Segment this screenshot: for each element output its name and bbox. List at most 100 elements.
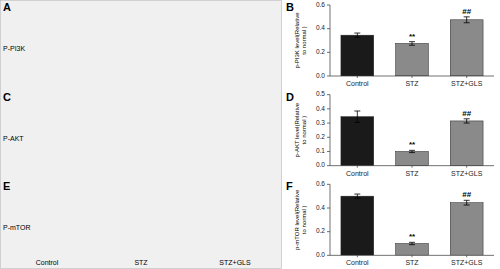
error-stem (357, 194, 358, 198)
error-bar (464, 119, 470, 123)
error-stem (466, 119, 467, 123)
bar (396, 151, 429, 165)
x-tick (412, 76, 413, 78)
y-axis-label: p-AKT level(Relativeto normal ) (294, 102, 307, 157)
y-tick (327, 52, 330, 53)
y-axis-label-line: p-mTOR level(Relative (294, 189, 300, 250)
sig-label: ## (462, 7, 471, 16)
y-tick (327, 151, 330, 152)
image-label: Control (36, 259, 59, 266)
image-area (1, 1, 282, 269)
error-bar (354, 33, 360, 37)
error-cap (354, 110, 360, 111)
bar-panel: EP-mTORF0.00.20.40.6p-mTOR level(Relativ… (3, 180, 494, 266)
sig-label: ** (409, 32, 416, 41)
image-label: STZ (134, 259, 148, 266)
sig-label: ** (409, 232, 416, 241)
panel-letter: C (3, 91, 11, 103)
y-tick (327, 184, 330, 185)
y-axis-label-line: p-PI3K level(Relative (294, 12, 300, 69)
row-label: P-PI3K (3, 45, 26, 52)
y-tick-label: 0.2 (316, 227, 325, 234)
sig-label: ** (409, 140, 416, 149)
x-tick (466, 76, 467, 78)
x-tick (412, 166, 413, 168)
error-cap (464, 118, 470, 119)
y-tick-label: 0.0 (316, 251, 325, 258)
error-cap (409, 45, 415, 46)
panel-title: D (286, 91, 294, 103)
x-tick-label: STZ+GLS (451, 259, 483, 266)
error-bar (409, 42, 415, 46)
bar (396, 43, 429, 76)
y-tick (327, 255, 330, 256)
panel-title: B (286, 1, 294, 13)
error-bar (464, 200, 470, 205)
error-cap (409, 41, 415, 42)
y-tick (327, 231, 330, 232)
error-bar (354, 111, 360, 122)
error-cap (409, 244, 415, 245)
x-tick (466, 166, 467, 168)
error-cap (409, 150, 415, 151)
error-stem (357, 33, 358, 37)
error-bar (354, 194, 360, 198)
row-label: P-mTOR (3, 224, 30, 231)
sig-label: ## (462, 190, 471, 199)
error-cap (409, 152, 415, 153)
y-axis-label-line: to normal ) (301, 116, 307, 145)
panel-letter: E (3, 180, 10, 192)
y-tick-label: 0.2 (316, 133, 325, 140)
bar (341, 35, 374, 76)
marks (341, 17, 483, 76)
sig-label: ## (462, 109, 471, 118)
bar (450, 203, 483, 256)
y-axis-label-line: to normal ) (301, 205, 307, 234)
y-tick-label: 0.0 (316, 72, 325, 79)
y-tick (327, 208, 330, 209)
y-tick-label: 0.6 (316, 180, 325, 187)
error-cap (354, 198, 360, 199)
x-tick-label: STZ+GLS (451, 170, 483, 177)
x-tick (357, 255, 358, 257)
error-stem (466, 200, 467, 205)
bar-panel: AP-PI3KB0.00.20.40.6p-PI3K level(Relativ… (3, 1, 494, 87)
bar-panel: CP-AKTD0.00.10.20.30.40.5p-AKT level(Rel… (3, 90, 494, 176)
error-stem (412, 42, 413, 46)
x-tick-label: Control (346, 170, 369, 177)
y-tick-label: 0.3 (316, 119, 325, 126)
y-tick-label: 0.1 (316, 147, 325, 154)
error-cap (354, 37, 360, 38)
marks (341, 111, 483, 166)
error-bar (409, 150, 415, 152)
x-tick-label: STZ+GLS (451, 80, 483, 87)
y-tick (327, 165, 330, 166)
error-cap (464, 205, 470, 206)
error-cap (464, 200, 470, 201)
row-label: P-AKT (3, 135, 24, 142)
y-tick-label: 0.6 (316, 1, 325, 8)
bar (450, 20, 483, 76)
y-axis-label: p-PI3K level(Relativeto normal ) (294, 12, 307, 69)
x-tick (466, 255, 467, 257)
y-tick-label: 0.4 (316, 105, 325, 112)
bar (341, 196, 374, 255)
x-tick-label: STZ (405, 170, 419, 177)
y-tick (327, 123, 330, 124)
x-tick-label: Control (346, 259, 369, 266)
error-cap (464, 22, 470, 23)
error-stem (466, 17, 467, 23)
y-tick (327, 94, 330, 95)
y-axis-line (330, 5, 331, 76)
y-axis-line (330, 184, 331, 255)
y-tick (327, 28, 330, 29)
x-tick (412, 255, 413, 257)
error-bar (464, 17, 470, 23)
x-tick (357, 166, 358, 168)
y-tick-label: 0.2 (316, 48, 325, 55)
panel-title: F (286, 180, 293, 192)
panel-letter: A (3, 1, 11, 13)
image-label: STZ+GLS (219, 259, 251, 266)
x-tick (357, 76, 358, 78)
error-cap (464, 16, 470, 17)
